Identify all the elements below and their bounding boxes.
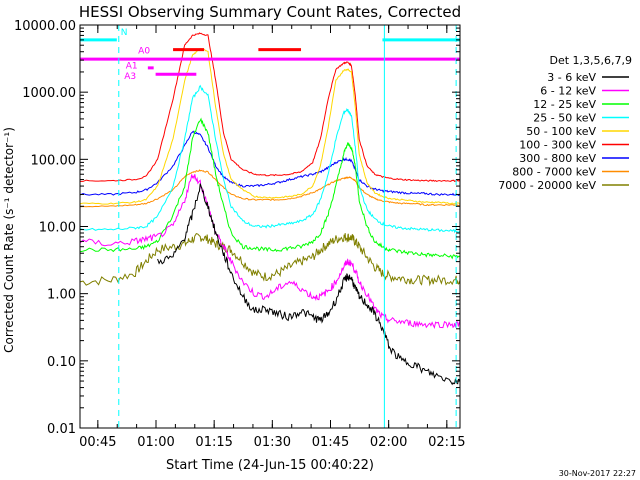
x-tick-label: 01:00 (137, 435, 174, 450)
y-tick-label: 100.00 (31, 153, 77, 168)
legend-label: 300 - 800 keV (519, 152, 596, 165)
series-line-12-25-kev (79, 117, 461, 260)
series-line-100-300-kev (80, 32, 461, 183)
state-label-a0: A0 (138, 46, 150, 56)
y-tick-label: 0.01 (47, 422, 76, 437)
chart-title: HESSI Observing Summary Count Rates, Cor… (79, 3, 461, 21)
series-line-50-100-kev (79, 47, 461, 205)
legend-title: Det 1,3,5,6,7,9 (549, 54, 632, 67)
x-tick-label: 01:30 (254, 435, 291, 450)
legend-label: 50 - 100 keV (526, 125, 596, 138)
x-tick-label: 02:15 (428, 435, 465, 450)
x-axis-label: Start Time (24-Jun-15 00:40:22) (166, 458, 374, 473)
state-label-n: N (121, 28, 128, 38)
series-line-25-50-kev (79, 84, 461, 234)
state-label-a1: A1 (126, 61, 138, 71)
state-label-a3: A3 (124, 72, 136, 82)
x-tick-label: 00:45 (79, 435, 116, 450)
series-line-6-12-kev (79, 174, 461, 330)
y-tick-label: 1.00 (47, 288, 76, 303)
x-tick-label: 02:00 (370, 435, 407, 450)
series-line-300-800-kev (79, 130, 461, 197)
y-axis-label: Corrected Count Rate (s⁻¹ detector⁻¹) (2, 127, 16, 353)
legend-label: 7000 - 20000 keV (498, 179, 596, 192)
x-tick-label: 01:15 (195, 435, 232, 450)
footer-timestamp: 30-Nov-2017 22:27 (559, 469, 636, 478)
y-tick-label: 10000.00 (14, 19, 76, 34)
axes: 10000.00 1000.00 100.00 10.00 1.00 0.10 0.0100… (14, 19, 466, 450)
y-tick-label: 0.10 (47, 355, 76, 370)
legend-label: 100 - 300 keV (519, 139, 596, 152)
legend-label: 6 - 12 keV (540, 85, 596, 98)
y-tick-label: 1000.00 (22, 86, 76, 101)
series-line-7000-20000-kev (79, 233, 461, 287)
y-tick-label: 10.00 (39, 221, 76, 236)
series-line-3-6-kev (157, 183, 461, 386)
legend-label: 3 - 6 keV (547, 71, 596, 84)
legend-label: 25 - 50 keV (533, 112, 596, 125)
legend-label: 800 - 7000 keV (512, 166, 596, 179)
legend-label: 12 - 25 keV (533, 98, 596, 111)
x-tick-label: 01:45 (312, 435, 349, 450)
